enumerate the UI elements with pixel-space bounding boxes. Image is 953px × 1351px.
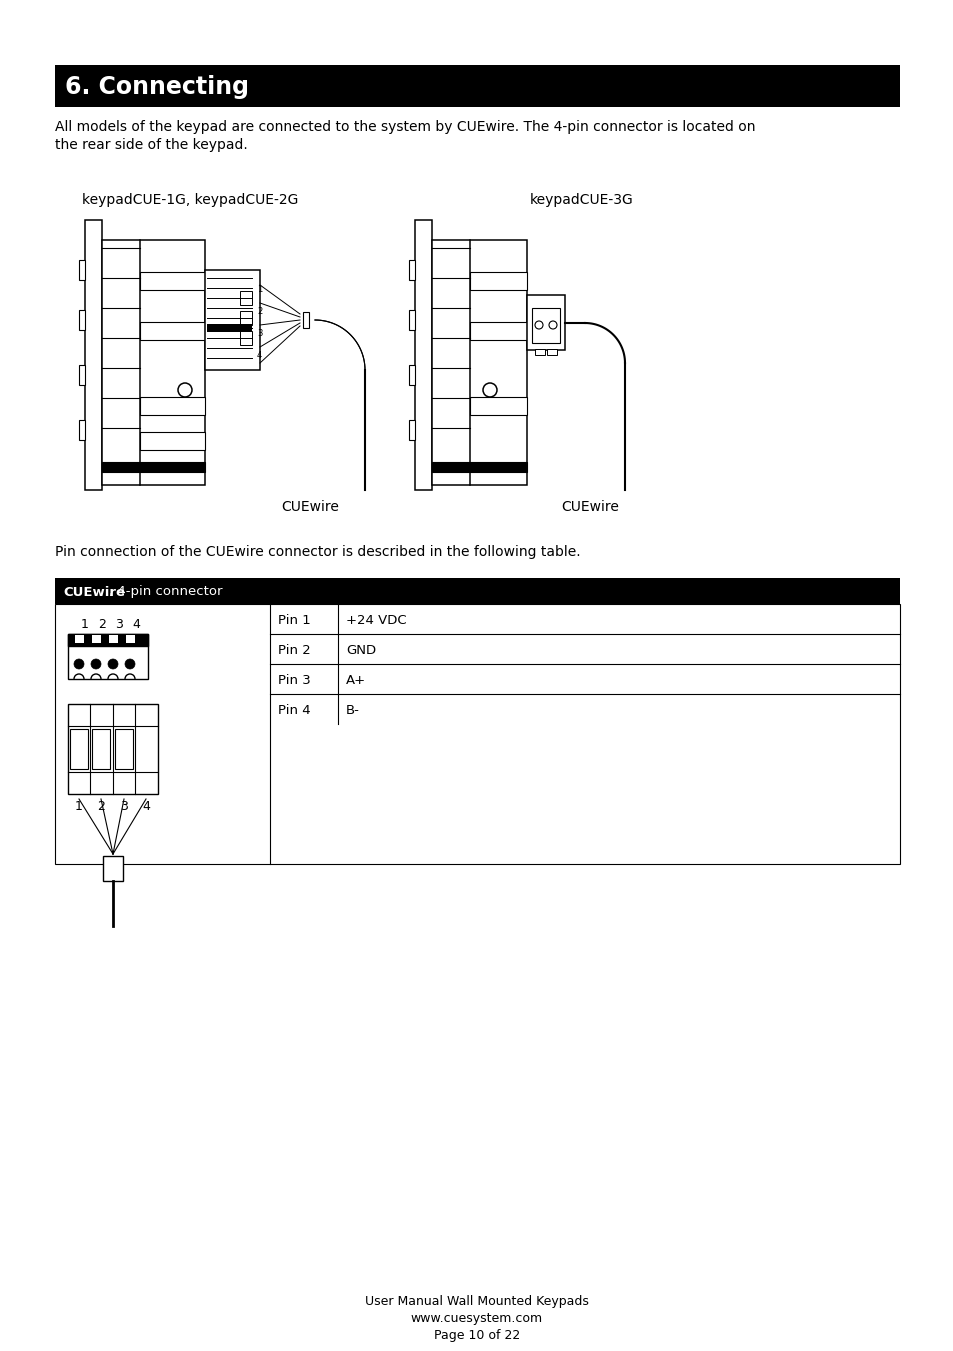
Bar — [91, 730, 110, 769]
Bar — [70, 730, 88, 769]
Text: , 4-pin connector: , 4-pin connector — [109, 585, 222, 598]
Text: 4: 4 — [132, 617, 140, 631]
Text: 4: 4 — [142, 800, 150, 812]
Bar — [55, 578, 899, 604]
Bar — [240, 331, 252, 345]
Bar — [140, 397, 205, 415]
Circle shape — [91, 659, 101, 669]
Circle shape — [108, 659, 118, 669]
Text: A+: A+ — [346, 674, 366, 686]
Bar — [470, 322, 526, 340]
Circle shape — [125, 659, 135, 669]
Bar — [240, 311, 252, 326]
Bar — [546, 349, 557, 355]
Bar — [526, 295, 564, 350]
Text: CUEwire: CUEwire — [281, 500, 338, 513]
Bar — [91, 635, 101, 643]
Bar — [140, 322, 205, 340]
Text: keypadCUE-3G: keypadCUE-3G — [530, 193, 633, 207]
Bar — [409, 309, 415, 330]
Bar — [68, 634, 148, 680]
Text: +24 VDC: +24 VDC — [346, 613, 406, 627]
Bar — [409, 259, 415, 280]
Bar — [102, 462, 205, 471]
Text: Pin 1: Pin 1 — [277, 613, 311, 627]
Text: the rear side of the keypad.: the rear side of the keypad. — [55, 138, 248, 153]
Bar — [102, 240, 205, 485]
Text: 1: 1 — [256, 285, 262, 295]
Bar — [75, 635, 84, 643]
Bar — [432, 240, 526, 485]
Text: Pin 4: Pin 4 — [277, 704, 311, 716]
Text: 3: 3 — [256, 330, 262, 339]
Bar — [205, 270, 260, 370]
Bar — [532, 308, 559, 343]
Bar — [470, 272, 526, 290]
Text: 2: 2 — [98, 617, 106, 631]
Text: CUEwire: CUEwire — [560, 500, 618, 513]
Bar — [126, 635, 135, 643]
Text: User Manual Wall Mounted Keypads: User Manual Wall Mounted Keypads — [365, 1296, 588, 1308]
Text: Pin 3: Pin 3 — [277, 674, 311, 686]
Bar — [55, 604, 899, 865]
Bar — [240, 290, 252, 305]
Text: CUEwire: CUEwire — [63, 585, 125, 598]
Text: B-: B- — [346, 704, 359, 716]
Bar — [103, 857, 123, 881]
Bar — [535, 349, 544, 355]
Text: 4: 4 — [256, 351, 262, 361]
Bar — [79, 365, 85, 385]
Bar — [55, 65, 899, 107]
Text: 3: 3 — [120, 800, 128, 812]
Text: GND: GND — [346, 643, 375, 657]
Bar — [409, 420, 415, 440]
Bar — [415, 220, 432, 490]
Text: 1: 1 — [75, 800, 83, 812]
Bar — [140, 432, 205, 450]
Text: 2: 2 — [256, 308, 262, 316]
Bar — [207, 324, 252, 332]
Text: 2: 2 — [97, 800, 105, 812]
Text: All models of the keypad are connected to the system by CUEwire. The 4-pin conne: All models of the keypad are connected t… — [55, 120, 755, 134]
Bar — [109, 635, 118, 643]
Bar — [303, 312, 309, 328]
Text: Page 10 of 22: Page 10 of 22 — [434, 1329, 519, 1342]
Text: Pin 2: Pin 2 — [277, 643, 311, 657]
Text: www.cuesystem.com: www.cuesystem.com — [411, 1312, 542, 1325]
Bar — [470, 397, 526, 415]
Text: keypadCUE-1G, keypadCUE-2G: keypadCUE-1G, keypadCUE-2G — [82, 193, 298, 207]
Bar — [79, 309, 85, 330]
Text: 1: 1 — [81, 617, 89, 631]
Bar — [68, 634, 148, 646]
Bar — [85, 220, 102, 490]
Bar — [140, 272, 205, 290]
Bar — [409, 365, 415, 385]
Bar — [68, 704, 158, 794]
Circle shape — [74, 659, 84, 669]
Bar — [79, 259, 85, 280]
Text: 3: 3 — [115, 617, 123, 631]
Bar — [115, 730, 132, 769]
Text: 6. Connecting: 6. Connecting — [65, 76, 249, 99]
Bar — [432, 462, 526, 471]
Bar — [79, 420, 85, 440]
Text: Pin connection of the CUEwire connector is described in the following table.: Pin connection of the CUEwire connector … — [55, 544, 580, 559]
